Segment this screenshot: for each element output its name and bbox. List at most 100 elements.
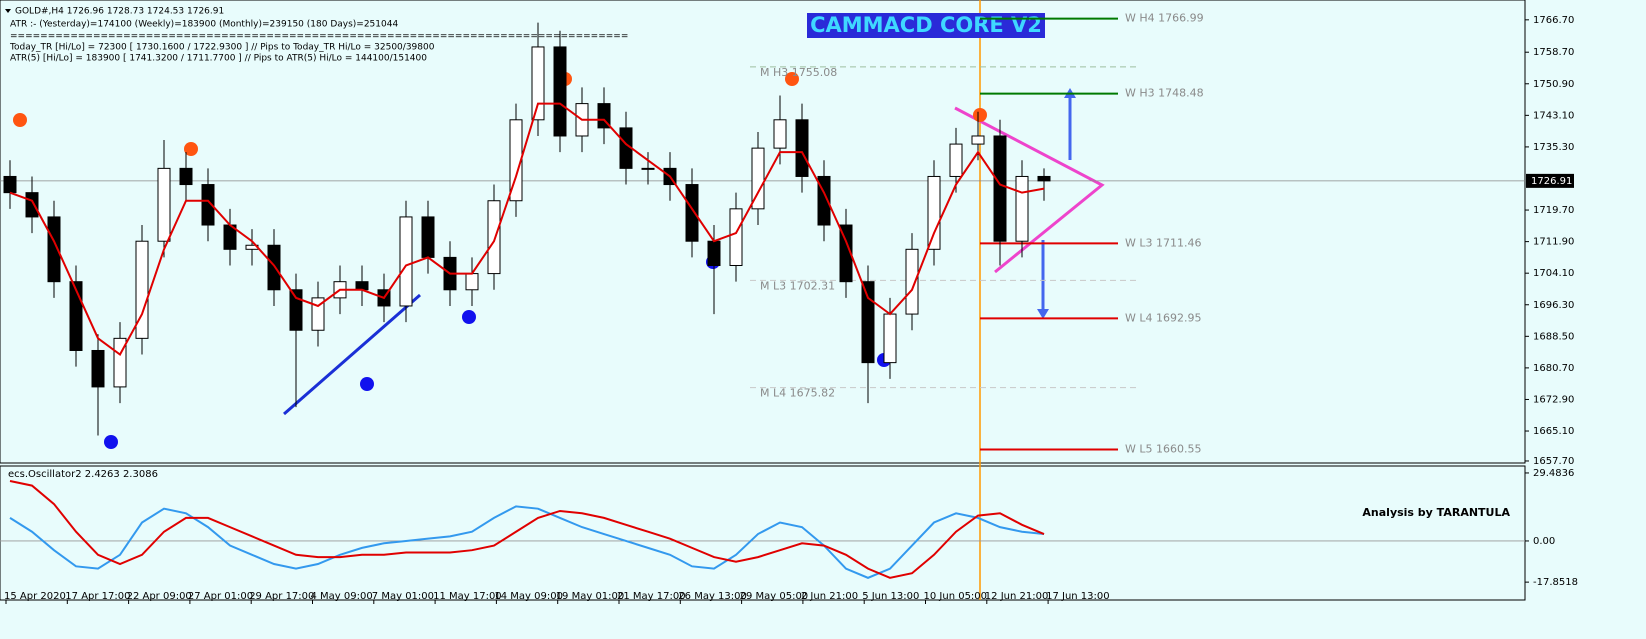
x-tick-label: 29 Apr 17:00	[249, 591, 314, 602]
y-tick-label: 1758.70	[1533, 47, 1574, 58]
pivot-label: W H3 1748.48	[1125, 87, 1204, 100]
candle-body	[201, 184, 215, 226]
y-tick-label: 1696.30	[1533, 300, 1574, 311]
x-tick-label: 19 May 01:00	[556, 591, 625, 602]
down-arrow-head	[1037, 309, 1049, 319]
x-tick-label: 17 Apr 17:00	[65, 591, 130, 602]
price-box	[1526, 173, 1574, 188]
y-tick-label: 1735.30	[1533, 142, 1574, 153]
candle-body	[883, 313, 897, 364]
pivot-label: M H3 1755.08	[760, 66, 837, 79]
price-box-label: 1726.91	[1531, 176, 1572, 187]
candle-body	[729, 208, 743, 266]
trend-line	[283, 293, 421, 416]
candle-body	[311, 297, 325, 331]
y-tick-label: 1657.70	[1533, 456, 1574, 467]
y-tick-label: 1665.10	[1533, 426, 1574, 437]
symbol-line: GOLD#,H4 1726.96 1728.73 1724.53 1726.91	[15, 7, 224, 17]
candle-body	[399, 216, 413, 307]
main-frame	[0, 0, 1526, 464]
candle-body	[47, 216, 61, 283]
x-tick-label: 10 Jun 05:00	[924, 591, 988, 602]
x-tick-label: 11 May 17:00	[433, 591, 502, 602]
candle-body	[1037, 175, 1051, 182]
pivot-label: M L4 1675.82	[760, 387, 835, 400]
pivot-label: W H4 1766.99	[1125, 12, 1204, 25]
sell-dot	[184, 142, 198, 156]
buy-dot	[104, 435, 118, 449]
y-tick-label: 0.00	[1533, 536, 1555, 547]
candle-body	[289, 289, 303, 331]
chart-title: CAMMACD CORE V2	[810, 13, 1042, 37]
pivot-label: W L3 1711.46	[1125, 236, 1201, 249]
separator: ========================================…	[10, 32, 628, 42]
credit: Analysis by TARANTULA	[1362, 506, 1510, 519]
x-tick-label: 22 Apr 09:00	[127, 591, 192, 602]
candle-body	[267, 244, 281, 291]
y-tick-label: 1688.50	[1533, 331, 1574, 342]
y-tick-label: 1680.70	[1533, 363, 1574, 374]
x-tick-label: 5 Jun 13:00	[862, 591, 919, 602]
candle-body	[25, 192, 39, 218]
y-tick-label: 1704.10	[1533, 268, 1574, 279]
x-tick-label: 29 May 05:00	[740, 591, 809, 602]
oscillator-title: ecs.Oscillator2 2.4263 2.3086	[8, 469, 158, 480]
candle-body	[355, 281, 369, 291]
candle-body	[773, 119, 787, 149]
y-tick-label: 29.4836	[1533, 468, 1574, 479]
y-tick-label: 1672.90	[1533, 394, 1574, 405]
pivot-label: W L4 1692.95	[1125, 311, 1201, 324]
oscillator-frame	[0, 465, 1526, 601]
candle-body	[157, 167, 171, 242]
today-line: Today_TR [Hi/Lo] = 72300 [ 1730.1600 / 1…	[9, 43, 435, 53]
y-tick-label: 1750.90	[1533, 79, 1574, 90]
candle-body	[509, 119, 523, 202]
atr-line: ATR :- (Yesterday)=174100 (Weekly)=18390…	[10, 20, 398, 30]
sell-dot	[13, 113, 27, 127]
x-tick-label: 2 Jun 21:00	[801, 591, 858, 602]
candle-body	[1015, 175, 1029, 242]
x-tick-label: 7 May 01:00	[372, 591, 434, 602]
candle-body	[641, 167, 655, 170]
pivot-label: M L3 1702.31	[760, 279, 835, 292]
buy-dot	[360, 377, 374, 391]
y-tick-label: 1766.70	[1533, 15, 1574, 26]
candle-body	[531, 46, 545, 121]
candle-body	[993, 135, 1007, 242]
x-tick-label: 14 May 09:00	[494, 591, 563, 602]
title-box	[807, 13, 1045, 38]
candle-body	[949, 143, 963, 177]
y-tick-label: 1711.90	[1533, 237, 1574, 248]
candle-body	[861, 281, 875, 364]
candle-body	[905, 248, 919, 315]
x-tick-label: 27 Apr 01:00	[188, 591, 253, 602]
oscillator-line	[9, 480, 1045, 579]
y-tick-label: 1719.70	[1533, 205, 1574, 216]
candle-body	[135, 240, 149, 339]
moving-average	[9, 102, 1045, 357]
sell-dot	[973, 108, 987, 122]
candle-body	[751, 147, 765, 210]
buy-dot	[462, 310, 476, 324]
oscillator-line	[9, 505, 1045, 579]
candle-body	[795, 119, 809, 177]
candle-body	[69, 281, 83, 351]
y-tick-label: 1743.10	[1533, 110, 1574, 121]
x-tick-label: 21 May 17:00	[617, 591, 686, 602]
x-tick-label: 12 Jun 21:00	[985, 591, 1049, 602]
header: GOLD#,H4 1726.96 1728.73 1724.53 1726.91…	[5, 7, 628, 64]
candle-body	[3, 175, 17, 194]
y-tick-label: -17.8518	[1533, 577, 1578, 588]
x-tick-label: 17 Jun 13:00	[1046, 591, 1110, 602]
candle-body	[707, 240, 721, 266]
candle-body	[553, 46, 567, 137]
atr5-line: ATR(5) [Hi/Lo] = 183900 [ 1741.3200 / 17…	[10, 54, 427, 64]
menu-triangle	[5, 9, 11, 13]
candle-body	[465, 273, 479, 291]
candle-body	[421, 216, 435, 258]
candle-body	[91, 349, 105, 388]
pivot-label: W L5 1660.55	[1125, 442, 1201, 455]
candle-body	[839, 224, 853, 283]
